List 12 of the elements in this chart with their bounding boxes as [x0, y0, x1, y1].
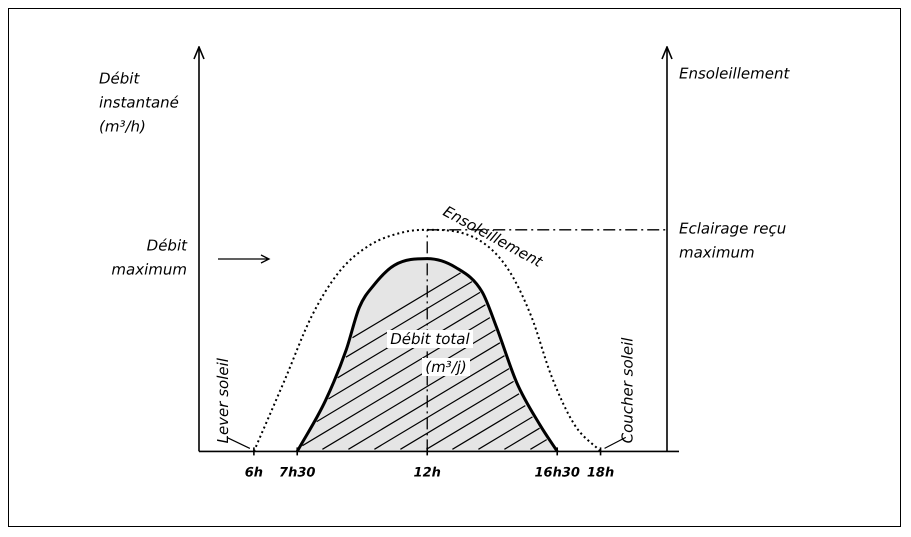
x-tick-label: 18h [586, 466, 614, 481]
annotation: Débit total (m³/j) [389, 330, 471, 376]
text: Ensoleillement [679, 64, 790, 82]
x-tick-label: 12h [414, 466, 441, 481]
x-tick-label: 7h30 [279, 466, 316, 481]
annotation: Lever soleil [214, 357, 232, 444]
annotation: Coucher soleil [618, 336, 636, 444]
text: Débit instantané (m³/h) [99, 69, 179, 136]
ref-line-label: Eclairage reçu maximum [679, 220, 786, 262]
ref-line-label: Débit maximum [111, 236, 188, 279]
x-tick-label: 6h [244, 466, 264, 481]
x-tick-label: 16h30 [534, 466, 580, 481]
